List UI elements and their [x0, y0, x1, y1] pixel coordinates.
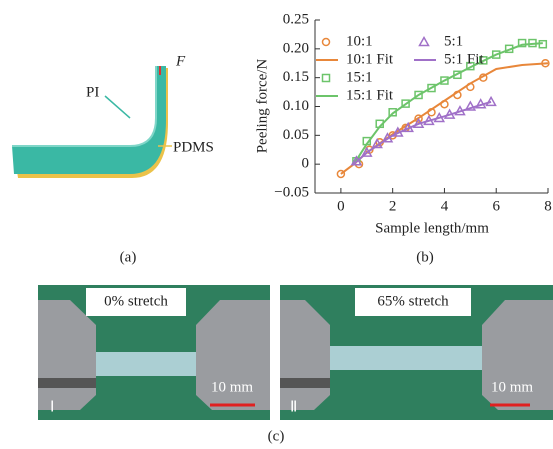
data-point — [401, 99, 410, 108]
peel-chart: −0.05 0 0.05 0.10 0.15 0.20 0.25 0 2 4 6 8 Sample le… — [254, 11, 551, 236]
legend-label: 5:1 Fit — [444, 51, 484, 67]
data-point — [336, 169, 346, 179]
y-axis-label: Peeling force/N — [254, 59, 270, 154]
x-tick-label: 0 — [337, 198, 345, 214]
data-point — [440, 76, 449, 85]
x-tick-label: 8 — [544, 198, 552, 214]
legend-marker — [321, 37, 331, 47]
pi-label: PI — [86, 84, 99, 100]
x-axis-label: Sample length/mm — [375, 220, 489, 236]
data-point — [479, 56, 488, 65]
x-tick-label: 4 — [441, 198, 449, 214]
fit-line — [352, 42, 543, 165]
caption-b: (b) — [416, 249, 434, 265]
fit-line — [353, 100, 492, 165]
legend-label: 5:1 — [444, 33, 463, 49]
y-tick-label: 0.05 — [283, 127, 309, 143]
y-tick-label: 0.25 — [283, 11, 309, 27]
stretch-label: 65% stretch — [377, 293, 449, 309]
legend-marker — [418, 35, 430, 47]
scale-label: 10 mm — [211, 379, 253, 395]
x-tick-label: 2 — [389, 198, 397, 214]
pdms-label: PDMS — [173, 139, 214, 155]
data-point — [427, 83, 436, 93]
photo-left — [38, 285, 270, 420]
photo-right — [280, 285, 553, 420]
data-point — [388, 108, 397, 117]
y-tick-label: 0.15 — [283, 69, 309, 85]
legend-label: 15:1 Fit — [346, 87, 394, 103]
y-tick-label: 0.20 — [283, 40, 309, 56]
y-tick-label: 0 — [302, 156, 310, 172]
data-point — [517, 38, 527, 48]
legend-label: 10:1 Fit — [346, 51, 394, 67]
data-point — [414, 90, 423, 100]
data-point — [485, 95, 497, 107]
stretch-label: 0% stretch — [104, 293, 168, 309]
index-label: Ⅰ — [50, 399, 54, 415]
legend-label: 10:1 — [346, 33, 373, 49]
peel-diagram — [12, 66, 172, 178]
scale-label: 10 mm — [491, 379, 533, 395]
index-label: Ⅱ — [290, 399, 297, 415]
data-point — [464, 100, 477, 111]
force-label: F — [175, 53, 186, 69]
legend-label: 15:1 — [346, 69, 373, 85]
caption-a: (a) — [120, 249, 137, 265]
y-tick-label: 0.10 — [283, 98, 309, 114]
y-tick-label: −0.05 — [274, 184, 309, 200]
legend-marker — [321, 73, 331, 83]
data-point — [491, 50, 501, 59]
data-point — [414, 114, 423, 123]
x-tick-label: 6 — [492, 198, 500, 214]
caption-c: (c) — [268, 428, 285, 444]
